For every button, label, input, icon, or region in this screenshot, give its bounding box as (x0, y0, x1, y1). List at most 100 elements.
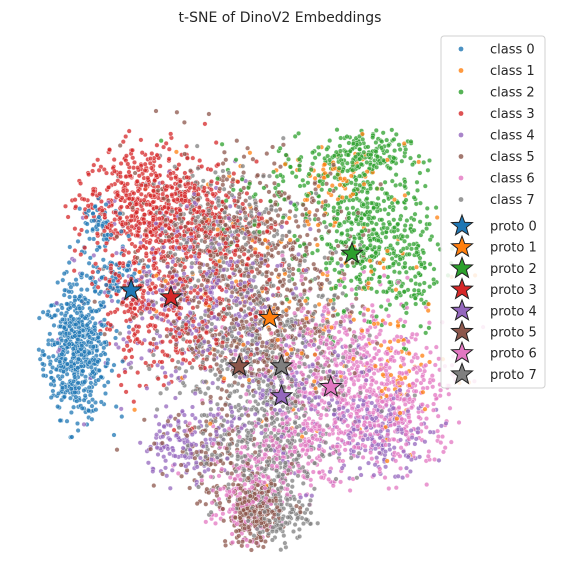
class-6-point (431, 401, 437, 407)
class-3-point (94, 240, 100, 246)
class-6-point (448, 439, 454, 445)
class-3-point (188, 253, 194, 259)
class-2-point (382, 179, 388, 185)
class-6-point (362, 318, 368, 324)
class-5-point (217, 500, 223, 506)
class-5-point (304, 354, 310, 360)
class-6-point (326, 476, 332, 482)
class-2-point (364, 159, 370, 165)
class-7-point (281, 533, 287, 539)
class-6-point (244, 543, 250, 549)
class-4-point (165, 264, 171, 270)
class-2-point (369, 220, 375, 226)
class-5-point (203, 501, 209, 507)
class-7-point (201, 412, 207, 418)
class-4-point (146, 348, 152, 354)
class-4-point (262, 304, 268, 310)
class-6-point (379, 381, 385, 387)
class-2-point (400, 246, 406, 252)
class-7-point (216, 202, 222, 208)
class-5-point (238, 307, 244, 313)
class-7-point (296, 499, 302, 505)
class-6-point (383, 368, 389, 374)
class-5-point (277, 279, 283, 285)
class-2-point (327, 138, 333, 144)
class-2-point (427, 157, 433, 163)
class-2-point (292, 233, 298, 239)
class-6-point (232, 476, 238, 482)
class-1-point (377, 260, 383, 266)
class-6-point (381, 273, 387, 279)
class-2-point (373, 127, 379, 133)
class-0-point (114, 328, 120, 334)
class-5-point (220, 182, 226, 188)
class-2-point (300, 177, 306, 183)
class-2-point (357, 277, 363, 283)
class-5-point (326, 228, 332, 234)
class-4-point (383, 464, 389, 470)
class-3-point (90, 168, 96, 174)
class-5-point (275, 212, 281, 218)
class-6-point (351, 444, 357, 450)
class-3-point (72, 226, 78, 232)
class-1-point (419, 353, 425, 359)
class-3-point (149, 315, 155, 321)
class-5-point (307, 279, 313, 285)
class-4-point (168, 373, 174, 379)
class-2-point (378, 304, 384, 310)
class-5-point (221, 518, 227, 524)
class-2-point (364, 196, 370, 202)
class-4-point (159, 365, 165, 371)
class-6-point (340, 458, 346, 464)
class-3-point (157, 221, 163, 227)
class-6-point (415, 355, 421, 361)
class-4-point (168, 414, 174, 420)
class-4-point (120, 336, 126, 342)
class-0-point (47, 331, 53, 337)
class-3-point (123, 355, 129, 361)
class-2-point (342, 219, 348, 225)
class-7-point (311, 486, 317, 492)
class-7-point (300, 480, 306, 486)
class-7-point (205, 385, 211, 391)
class-2-point (431, 277, 437, 283)
class-7-point (253, 284, 259, 290)
class-6-point (310, 435, 316, 441)
class-6-point (276, 443, 282, 449)
class-3-point (109, 252, 115, 258)
class-3-point (284, 220, 290, 226)
class-7-point (175, 359, 181, 365)
class-6-point (398, 465, 404, 471)
class-6-point (422, 368, 428, 374)
class-6-point (306, 416, 312, 422)
class-7-point (315, 520, 321, 526)
class-2-point (306, 171, 312, 177)
class-1-point (427, 359, 433, 365)
class-2-point (418, 323, 424, 329)
class-2-point (344, 205, 350, 211)
class-5-point (312, 181, 318, 187)
class-6-point (406, 414, 412, 420)
class-5-point (278, 164, 284, 170)
class-4-point (438, 423, 444, 429)
class-7-point (283, 544, 289, 550)
class-7-point (117, 331, 123, 337)
class-1-point (425, 308, 431, 314)
class-4-point (215, 412, 221, 418)
class-0-point (88, 380, 94, 386)
class-4-point (175, 418, 181, 424)
class-7-point (323, 224, 329, 230)
class-3-point (83, 214, 89, 220)
class-5-point (198, 449, 204, 455)
class-2-point (419, 261, 425, 267)
class-0-point (66, 260, 72, 266)
class-0-point (145, 264, 151, 270)
class-5-point (192, 455, 198, 461)
class-4-point (355, 403, 361, 409)
class-7-point (311, 311, 317, 317)
class-2-point (271, 169, 277, 175)
class-2-point (247, 181, 253, 187)
class-5-point (209, 333, 215, 339)
class-3-point (146, 328, 152, 334)
